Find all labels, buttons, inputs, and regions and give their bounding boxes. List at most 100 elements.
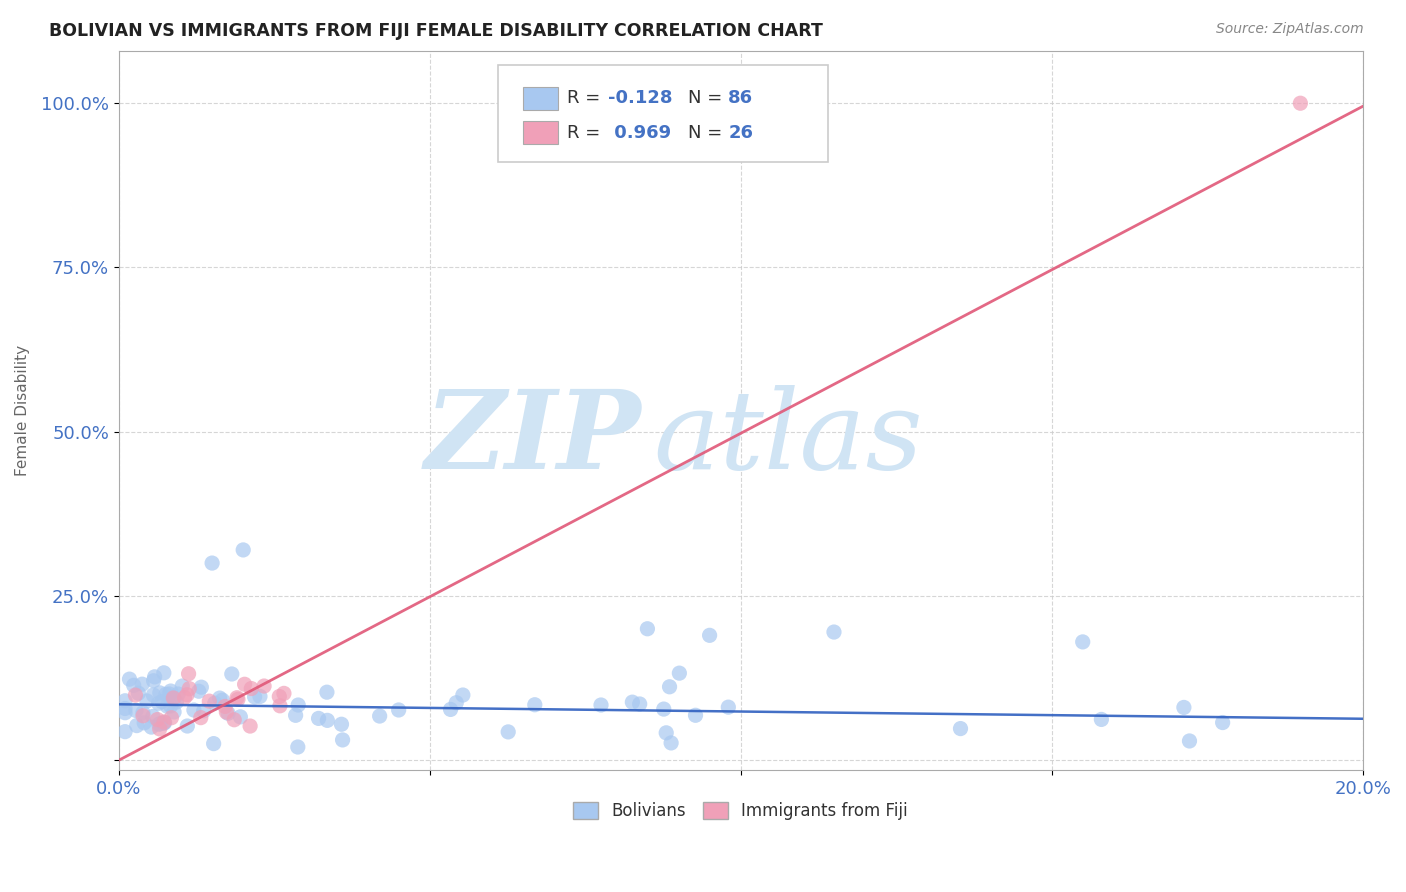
Point: [173, 690, 195, 705]
Point: [160, 711, 183, 725]
Point: [176, 719, 198, 733]
Point: [229, 710, 252, 724]
Point: [132, 708, 155, 723]
Text: ZIP: ZIP: [425, 385, 641, 493]
Point: [655, 726, 678, 740]
Point: [451, 688, 474, 702]
Point: [179, 681, 201, 696]
Point: [239, 719, 262, 733]
Point: [114, 724, 136, 739]
Point: [240, 681, 263, 696]
Text: BOLIVIAN VS IMMIGRANTS FROM FIJI FEMALE DISABILITY CORRELATION CHART: BOLIVIAN VS IMMIGRANTS FROM FIJI FEMALE …: [49, 22, 823, 40]
Point: [287, 739, 309, 754]
Point: [226, 692, 249, 706]
FancyBboxPatch shape: [498, 65, 828, 162]
Point: [114, 694, 136, 708]
Point: [163, 705, 186, 719]
Point: [628, 697, 651, 711]
Point: [149, 716, 172, 731]
Point: [269, 690, 291, 704]
Point: [224, 713, 246, 727]
Point: [153, 714, 176, 729]
Point: [211, 693, 233, 707]
Point: [134, 715, 156, 730]
Point: [284, 708, 307, 723]
Point: [652, 702, 675, 716]
Point: [142, 688, 165, 702]
Point: [149, 722, 172, 736]
Text: -0.128: -0.128: [607, 89, 672, 107]
Point: [685, 708, 707, 723]
Text: R =: R =: [567, 89, 606, 107]
Point: [659, 736, 682, 750]
Text: 26: 26: [728, 124, 754, 142]
Point: [368, 709, 391, 723]
Legend: Bolivians, Immigrants from Fiji: Bolivians, Immigrants from Fiji: [567, 795, 915, 826]
Bar: [523, 87, 558, 110]
Point: [153, 715, 176, 730]
Point: [122, 678, 145, 692]
Point: [132, 706, 155, 720]
Point: [232, 543, 254, 558]
Point: [177, 666, 200, 681]
Point: [217, 706, 239, 721]
Point: [1178, 734, 1201, 748]
Point: [201, 556, 224, 570]
Point: [148, 696, 170, 710]
Point: [149, 686, 172, 700]
Point: [823, 625, 845, 640]
Point: [523, 698, 546, 712]
Point: [159, 698, 181, 713]
Point: [141, 720, 163, 734]
Point: [193, 704, 215, 718]
Point: [157, 687, 180, 701]
Text: atlas: atlas: [654, 385, 924, 493]
Point: [136, 694, 159, 708]
Point: [269, 698, 291, 713]
Point: [636, 622, 658, 636]
Bar: [523, 121, 558, 145]
Point: [226, 690, 249, 705]
Point: [163, 691, 186, 706]
Point: [183, 703, 205, 717]
Point: [330, 717, 353, 731]
Point: [243, 690, 266, 704]
Point: [202, 737, 225, 751]
Point: [949, 722, 972, 736]
Point: [131, 677, 153, 691]
Point: [668, 666, 690, 681]
Point: [152, 716, 174, 731]
Point: [146, 713, 169, 727]
Point: [125, 718, 148, 732]
Text: R =: R =: [567, 124, 606, 142]
Point: [148, 717, 170, 731]
Point: [187, 684, 209, 698]
Text: N =: N =: [689, 124, 728, 142]
Point: [273, 686, 295, 700]
Point: [153, 665, 176, 680]
Point: [332, 733, 354, 747]
Point: [176, 688, 198, 702]
Text: 86: 86: [728, 89, 754, 107]
Point: [1071, 635, 1094, 649]
Point: [143, 670, 166, 684]
Point: [388, 703, 411, 717]
Point: [142, 673, 165, 688]
Point: [114, 701, 136, 715]
Text: Source: ZipAtlas.com: Source: ZipAtlas.com: [1216, 22, 1364, 37]
Point: [198, 694, 221, 708]
Point: [658, 680, 681, 694]
Point: [316, 714, 339, 728]
Point: [114, 706, 136, 720]
Point: [308, 711, 330, 725]
Point: [166, 695, 188, 709]
Point: [1289, 96, 1312, 111]
Point: [142, 709, 165, 723]
Point: [439, 702, 461, 716]
Point: [316, 685, 339, 699]
Point: [214, 699, 236, 714]
Text: 0.969: 0.969: [607, 124, 671, 142]
Point: [287, 698, 309, 712]
Point: [125, 703, 148, 717]
Point: [159, 684, 181, 698]
